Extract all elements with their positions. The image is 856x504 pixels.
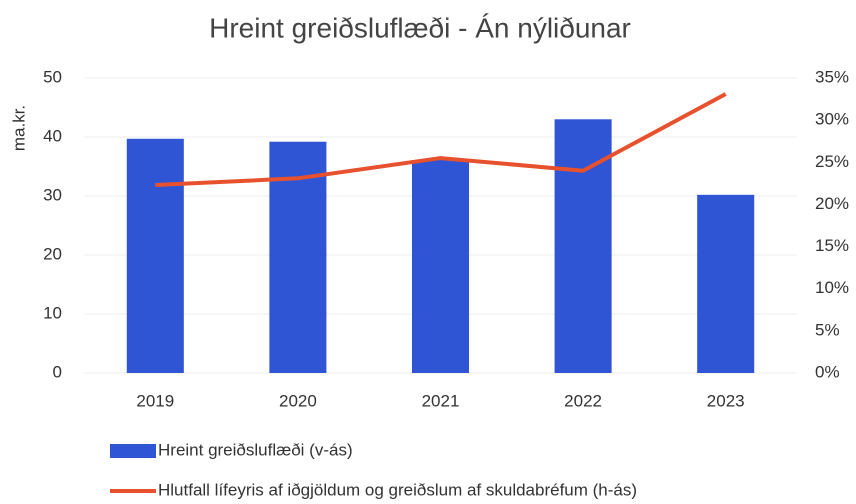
y-tick-label: 40 (43, 126, 62, 145)
legend-swatch (110, 444, 156, 458)
y-axis-label: ma.kr. (9, 105, 28, 151)
y2-tick-label: 0% (815, 362, 840, 381)
y-tick-label: 10 (43, 303, 62, 322)
x-tick-label: 2020 (279, 391, 317, 410)
bar (554, 119, 612, 373)
x-tick-label: 2022 (564, 391, 602, 410)
y-tick-label: 50 (43, 67, 62, 86)
x-tick-label: 2023 (707, 391, 745, 410)
y2-tick-label: 15% (815, 236, 849, 255)
x-tick-label: 2019 (136, 391, 174, 410)
line (155, 92, 727, 188)
legend-label: Hreint greiðsluflæði (v-ás) (158, 440, 353, 459)
x-tick-label: 2021 (422, 391, 460, 410)
bar (411, 160, 470, 373)
y2-tick-label: 5% (815, 320, 840, 339)
y-tick-label: 30 (43, 185, 62, 204)
y-tick-label: 0 (53, 362, 62, 381)
bar (697, 194, 755, 373)
y2-tick-label: 30% (815, 110, 849, 129)
y2-tick-label: 25% (815, 152, 849, 171)
y2-tick-label: 35% (815, 67, 849, 86)
y-tick-label: 20 (43, 244, 62, 263)
legend-label: Hlutfall lífeyris af iðgjöldum og greiðs… (158, 480, 637, 499)
chart-title: Hreint greiðsluflæði - Án nýliðunar (209, 12, 631, 43)
y2-tick-label: 10% (815, 278, 849, 297)
y2-tick-label: 20% (815, 194, 849, 213)
bar (126, 138, 184, 373)
